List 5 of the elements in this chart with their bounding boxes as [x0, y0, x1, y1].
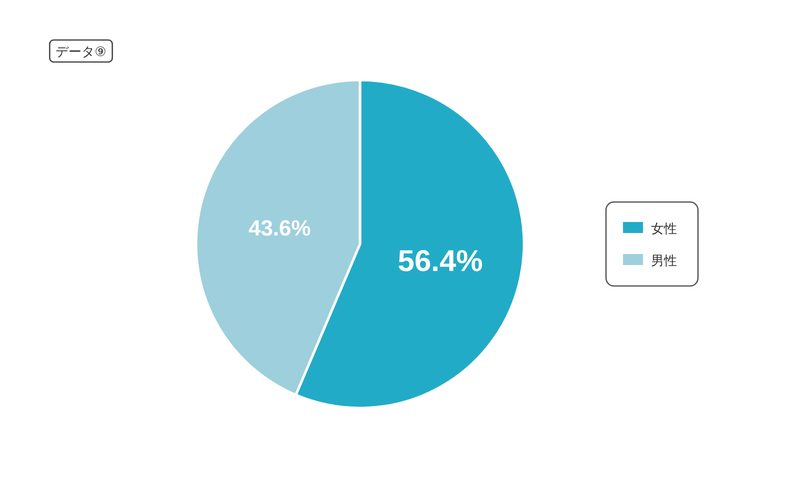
legend-label: 男性 [651, 254, 677, 269]
data-label: 56.4% [398, 245, 483, 278]
title: データ⑨ [49, 39, 113, 63]
legend-label: 女性 [651, 222, 677, 237]
data-label: 43.6% [248, 216, 311, 241]
